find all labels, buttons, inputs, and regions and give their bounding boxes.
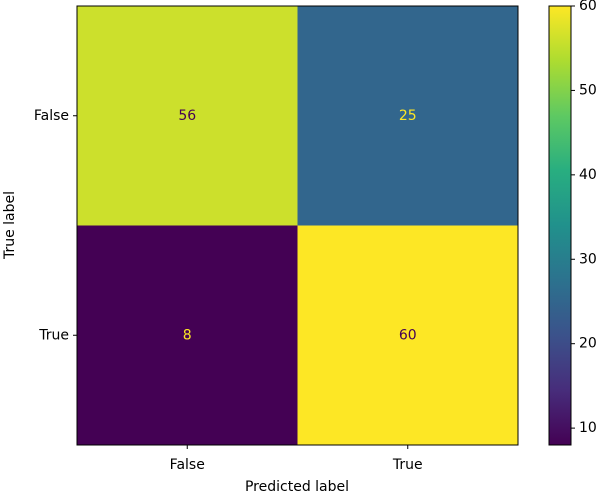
x-tick-label: True [392,457,423,473]
colorbar-tick-label: 20 [579,336,597,352]
x-tick-label: False [170,457,205,473]
colorbar-tick-label: 60 [579,0,597,14]
colorbar-tick-label: 40 [579,167,597,183]
y-axis-label: True label [2,191,18,260]
heatmap-cell [297,225,518,445]
heatmap-cell [297,6,518,226]
plot-frame [76,5,519,446]
cell-value-label: 60 [399,327,417,343]
cell-value-label: 25 [399,108,417,124]
colorbar-tick-label: 30 [579,251,597,267]
cell-value-label: 56 [178,108,196,124]
colorbar [548,5,572,446]
colorbar-tick-label: 50 [579,82,597,98]
heatmap-cell [77,6,298,226]
colorbar-tick-label: 10 [579,420,597,436]
x-axis-label: Predicted label [245,479,349,494]
cell-value-label: 8 [183,327,192,343]
y-tick-label: True [38,327,69,343]
y-tick-label: False [34,108,69,124]
heatmap-cell [77,225,298,445]
